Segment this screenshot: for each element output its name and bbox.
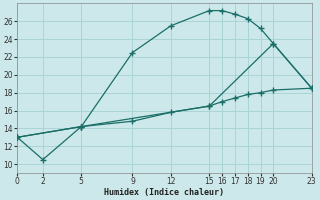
X-axis label: Humidex (Indice chaleur): Humidex (Indice chaleur) [105, 188, 225, 197]
